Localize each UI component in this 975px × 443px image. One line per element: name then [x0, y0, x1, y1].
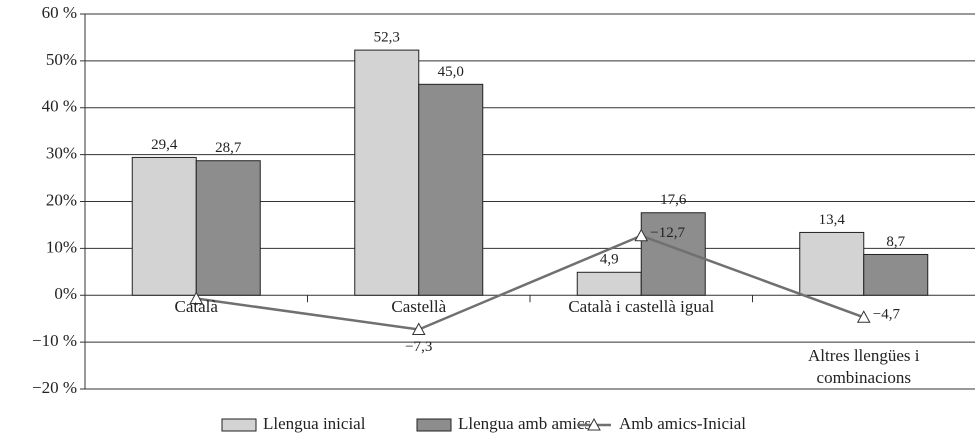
- line-marker: [189, 291, 204, 305]
- value-label: 4,9: [600, 252, 619, 268]
- y-tick-label: 50%: [46, 50, 77, 69]
- y-tick-label: 40 %: [42, 97, 77, 116]
- line-marker: [411, 322, 426, 335]
- legend-marker: [587, 417, 601, 431]
- legend-label: Llengua inicial: [263, 414, 366, 433]
- line-label: −12,7: [650, 225, 685, 241]
- x-tick-label: Català i castellà igual: [568, 297, 715, 316]
- y-tick-label: 0%: [54, 284, 77, 303]
- value-label: 17,6: [660, 192, 687, 208]
- bar: [799, 231, 865, 296]
- x-tick-label: Castellà: [391, 297, 447, 316]
- bar: [418, 83, 484, 296]
- value-label: 8,7: [886, 234, 905, 250]
- y-tick-label: 30%: [46, 144, 77, 163]
- value-label: 52,3: [374, 30, 400, 46]
- value-label: 45,0: [438, 64, 464, 80]
- legend-label: Amb amics-Inicial: [619, 414, 746, 433]
- bar: [195, 160, 261, 296]
- value-label: 13,4: [819, 212, 846, 228]
- bar: [354, 49, 420, 296]
- y-tick-label: −10 %: [32, 331, 77, 350]
- y-tick-label: 20%: [46, 190, 77, 209]
- line-marker: [856, 310, 871, 323]
- x-tick-label: Català: [174, 297, 218, 316]
- line-marker: [634, 228, 649, 242]
- legend-label: Llengua amb amics: [458, 414, 591, 433]
- value-label: 28,7: [215, 140, 242, 156]
- y-tick-label: 60 %: [42, 3, 77, 22]
- x-tick-label: Altres llengües i combinacions: [808, 346, 920, 387]
- legend-swatch: [416, 418, 452, 432]
- line: [196, 234, 865, 331]
- bar: [131, 156, 197, 296]
- legend-swatch: [221, 418, 257, 432]
- bar: [863, 253, 929, 296]
- y-tick-label: −20 %: [32, 378, 77, 397]
- line-label: −4,7: [873, 307, 901, 323]
- value-label: 29,4: [151, 137, 178, 153]
- line-label: −7,3: [405, 339, 432, 355]
- bar: [576, 271, 642, 296]
- y-tick-label: 10%: [46, 237, 77, 256]
